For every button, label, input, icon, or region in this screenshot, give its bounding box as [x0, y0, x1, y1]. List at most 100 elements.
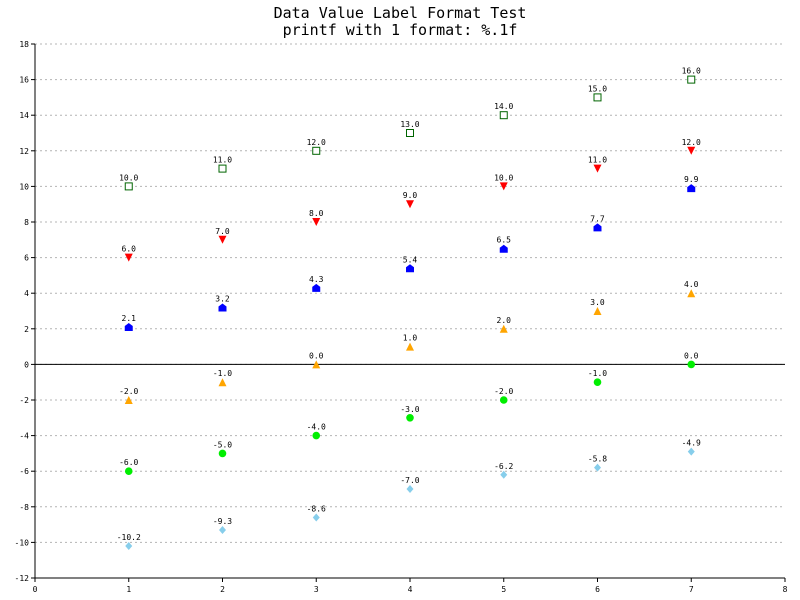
- data-point: [593, 223, 602, 232]
- data-label: 8.0: [309, 209, 324, 218]
- data-label: 4.3: [309, 275, 324, 284]
- data-point: [687, 75, 696, 84]
- data-point: [687, 289, 696, 298]
- data-point: [499, 244, 508, 253]
- data-label: 3.2: [215, 294, 230, 303]
- data-label: -2.0: [119, 387, 138, 396]
- data-point: [594, 463, 601, 472]
- data-label: -10.2: [117, 533, 141, 542]
- y-tick-label: -12: [15, 574, 30, 583]
- data-point: [593, 93, 602, 102]
- x-tick-label: 2: [220, 585, 225, 594]
- y-tick-label: 0: [24, 360, 29, 369]
- y-tick-label: 6: [24, 254, 29, 263]
- y-tick-label: 18: [19, 40, 29, 49]
- x-tick-label: 8: [783, 585, 788, 594]
- data-point: [687, 447, 695, 456]
- y-tick-label: 10: [19, 182, 29, 191]
- data-label: 14.0: [494, 102, 513, 111]
- y-tick-label: -6: [19, 467, 29, 476]
- data-label: -9.3: [213, 517, 232, 526]
- data-label: 5.4: [403, 255, 418, 264]
- data-point: [312, 513, 320, 522]
- data-point: [124, 467, 133, 476]
- data-label: 3.0: [590, 298, 605, 307]
- x-tick-label: 1: [126, 585, 131, 594]
- data-label: 6.5: [497, 236, 512, 245]
- data-point: [687, 146, 696, 155]
- data-label: -2.0: [494, 387, 513, 396]
- data-point: [593, 378, 602, 387]
- data-label: 9.0: [403, 191, 418, 200]
- data-point: [500, 470, 508, 479]
- data-point: [218, 235, 227, 244]
- data-point: [499, 396, 508, 404]
- data-label: 0.0: [309, 351, 324, 360]
- data-point: [124, 182, 133, 191]
- data-point: [124, 396, 133, 404]
- data-point: [218, 164, 227, 173]
- data-point: [218, 449, 227, 458]
- data-point: [312, 146, 321, 155]
- data-label: -1.0: [588, 369, 607, 378]
- data-point: [406, 342, 414, 351]
- data-label: 7.7: [590, 214, 605, 223]
- data-label: 12.0: [307, 138, 326, 147]
- x-tick-label: 6: [595, 585, 600, 594]
- data-label: 4.0: [684, 280, 699, 289]
- data-label: 7.0: [215, 227, 230, 236]
- y-tick-label: -2: [19, 396, 29, 405]
- data-point: [124, 253, 133, 262]
- y-tick-label: 2: [24, 325, 29, 334]
- data-label: 13.0: [400, 120, 419, 129]
- data-label: 2.1: [122, 314, 137, 323]
- data-point: [219, 525, 226, 534]
- data-label: 16.0: [682, 67, 701, 76]
- data-point: [312, 283, 321, 292]
- data-point: [406, 414, 414, 422]
- data-point: [406, 485, 414, 493]
- x-tick-label: 3: [314, 585, 319, 594]
- x-tick-label: 4: [408, 585, 413, 594]
- chart-title: Data Value Label Format Test: [273, 4, 527, 22]
- data-label: -6.2: [494, 462, 513, 471]
- data-point: [499, 111, 508, 120]
- data-point: [218, 378, 227, 387]
- data-point: [125, 541, 133, 550]
- data-label: 1.0: [403, 334, 418, 343]
- x-tick-label: 5: [501, 585, 506, 594]
- data-label: 9.9: [684, 175, 699, 184]
- data-point: [593, 164, 602, 173]
- data-label: 0.0: [684, 351, 699, 360]
- data-label: 2.0: [497, 316, 512, 325]
- data-label: 10.0: [494, 173, 513, 182]
- data-label: 11.0: [588, 156, 607, 165]
- data-label: 10.0: [119, 173, 138, 182]
- data-label: 12.0: [682, 138, 701, 147]
- data-point: [312, 431, 321, 440]
- data-point: [593, 307, 602, 315]
- data-label: -4.9: [682, 439, 701, 448]
- data-label: -6.0: [119, 458, 138, 467]
- data-label: 11.0: [213, 156, 232, 165]
- data-point: [687, 184, 696, 193]
- x-tick-label: 0: [33, 585, 38, 594]
- data-point: [499, 324, 508, 333]
- chart-subtitle: printf with 1 format: %.1f: [282, 21, 518, 39]
- data-label: -8.6: [307, 504, 326, 513]
- data-label: 15.0: [588, 84, 607, 93]
- data-point: [312, 360, 321, 369]
- data-label: -1.0: [213, 369, 232, 378]
- data-point: [406, 129, 414, 137]
- data-label: -5.8: [588, 455, 607, 464]
- y-tick-label: -4: [19, 432, 29, 441]
- data-point: [124, 323, 133, 332]
- y-tick-label: 8: [24, 218, 29, 227]
- x-tick-label: 7: [689, 585, 694, 594]
- data-point: [406, 264, 414, 273]
- data-label: -4.0: [307, 423, 326, 432]
- data-point: [406, 200, 414, 209]
- y-tick-label: -8: [19, 503, 29, 512]
- data-point: [499, 182, 508, 191]
